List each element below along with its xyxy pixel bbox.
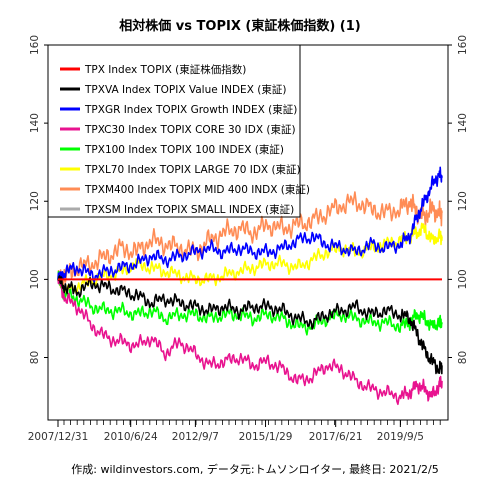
series-line-1 — [57, 275, 443, 375]
legend-label-3: TPXC30 Index TOPIX CORE 30 IDX (東証) — [84, 123, 296, 136]
series-lines — [57, 166, 443, 406]
y-tick-label-left-4: 160 — [29, 35, 41, 55]
y-tick-label-left-0: 80 — [29, 351, 41, 364]
y-tick-label-right-1: 100 — [457, 269, 469, 289]
y-tick-label-left-1: 100 — [29, 269, 41, 289]
legend-label-6: TPXM400 Index TOPIX MID 400 INDX (東証) — [84, 183, 310, 196]
y-tick-label-right-4: 160 — [457, 35, 469, 55]
axes: 80 80 100 100 120 120 140 140 160 160 2007/12/31 20… — [28, 35, 469, 443]
x-tick-label-3: 2015/1/29 — [239, 431, 293, 443]
legend: TPX Index TOPIX (東証株価指数) TPXVA Index TOPI… — [47, 44, 310, 218]
chart-title: 相対株価 vs TOPIX (東証株価指数) (1) — [119, 18, 360, 34]
x-tick-label-0: 2007/12/31 — [28, 431, 89, 443]
series-line-6 — [57, 191, 443, 287]
legend-label-0: TPX Index TOPIX (東証株価指数) — [84, 63, 246, 76]
legend-label-1: TPXVA Index TOPIX Value INDEX (東証) — [84, 83, 286, 96]
legend-label-4: TPX100 Index TOPIX 100 INDEX (東証) — [84, 143, 284, 156]
x-tick-label-4: 2017/6/21 — [309, 431, 363, 443]
legend-label-5: TPXL70 Index TOPIX LARGE 70 IDX (東証) — [84, 163, 301, 176]
y-tick-label-left-3: 140 — [29, 113, 41, 133]
x-tick-label-5: 2019/9/5 — [377, 431, 424, 443]
legend-label-7: TPXSM Index TOPIX SMALL INDEX (東証) — [84, 203, 294, 216]
chart-caption: 作成: wildinvestors.com, データ元:トムソンロイター, 最終… — [71, 462, 438, 476]
y-tick-label-left-2: 120 — [29, 191, 41, 211]
y-tick-label-right-3: 140 — [457, 113, 469, 133]
legend-label-2: TPXGR Index TOPIX Growth INDEX (東証) — [84, 103, 297, 116]
series-line-3 — [57, 276, 443, 406]
x-tick-label-2: 2012/9/7 — [172, 431, 219, 443]
series-line-4 — [57, 270, 443, 336]
series-line-2 — [57, 166, 443, 283]
y-tick-label-right-2: 120 — [457, 191, 469, 211]
y-tick-label-right-0: 80 — [457, 351, 469, 364]
legend-box — [47, 44, 301, 218]
x-tick-label-1: 2010/6/24 — [104, 431, 158, 443]
